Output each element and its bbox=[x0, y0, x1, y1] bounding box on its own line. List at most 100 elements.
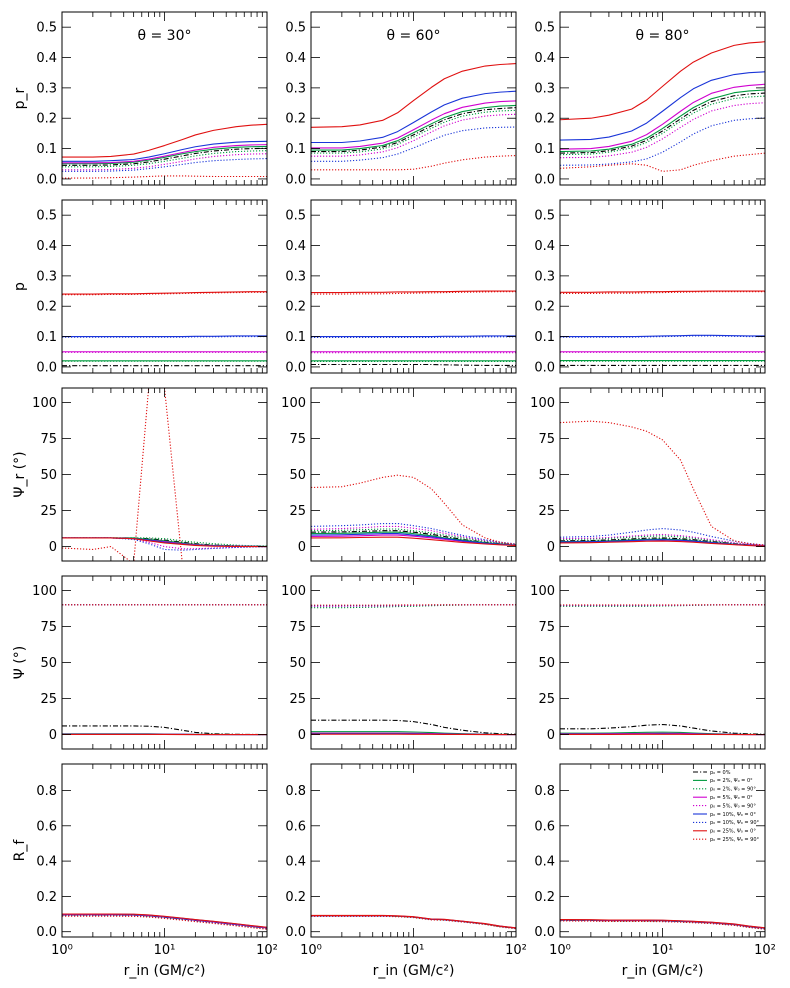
y-tick-label: 50 bbox=[40, 468, 57, 483]
x-axis-label: r_in (GM/c²) bbox=[124, 963, 206, 979]
y-tick-label: 0.2 bbox=[36, 112, 57, 127]
y-tick-label: 0.0 bbox=[285, 360, 306, 375]
series-line-p0-5-0-90 bbox=[560, 102, 765, 159]
y-tick-label: 0.2 bbox=[36, 890, 57, 905]
series-line-p0-5-0-90 bbox=[62, 153, 267, 171]
axes-frame bbox=[310, 575, 517, 750]
y-tick-label: 0.2 bbox=[36, 300, 57, 315]
y-axis-label: Ψ_r (°) bbox=[12, 451, 28, 497]
y-tick-label: 0.0 bbox=[285, 172, 306, 187]
series-line-p0-10-0-90 bbox=[311, 522, 516, 545]
x-tick-label: 10² bbox=[754, 943, 776, 958]
series-line-p0-10-0-90 bbox=[62, 915, 267, 930]
y-tick-label: 100 bbox=[530, 584, 555, 599]
y-tick-label: 0.5 bbox=[534, 21, 555, 36]
y-tick-label: 100 bbox=[281, 584, 306, 599]
y-tick-label: 0.5 bbox=[285, 21, 306, 36]
series-line-p0-10-0-90 bbox=[62, 158, 267, 172]
legend-label: p₀ = 10%, Ψ₀ = 90° bbox=[710, 820, 760, 826]
y-tick-label: 0.1 bbox=[36, 142, 57, 157]
y-tick-label: 25 bbox=[289, 692, 306, 707]
series-line-p0-5-0-90 bbox=[311, 525, 516, 545]
series-line-p0-25-0-0 bbox=[311, 63, 516, 128]
series-line-p0-5-0-90 bbox=[560, 533, 765, 546]
series-group bbox=[311, 290, 516, 366]
series-line-p0-25-0-0 bbox=[560, 918, 765, 929]
series-line-p0-0 bbox=[560, 92, 765, 154]
panel-r4-c2: 0.0 0.2 0.4 0.6 0.8 10⁰ 10¹ 10² r_in (GM/c²) p₀ =… bbox=[534, 763, 776, 979]
y-tick-label: 100 bbox=[281, 396, 306, 411]
series-line-p0-0 bbox=[311, 719, 516, 735]
series-group bbox=[62, 388, 267, 561]
legend-label: p₀ = 2%, Ψ₀ = 90° bbox=[710, 787, 756, 793]
y-tick-label: 25 bbox=[40, 504, 57, 519]
x-tick-label: 10² bbox=[505, 943, 527, 958]
y-tick-label: 0.6 bbox=[36, 819, 57, 834]
y-tick-label: 0.2 bbox=[534, 300, 555, 315]
y-axis-label: Ψ (°) bbox=[12, 646, 28, 679]
series-line-p0-10-0-0 bbox=[62, 335, 267, 338]
legend-label: p₀ = 25%, Ψ₀ = 90° bbox=[710, 837, 760, 843]
y-tick-label: 0.4 bbox=[36, 51, 57, 66]
y-tick-label: 0.5 bbox=[534, 209, 555, 224]
y-tick-label: 0.2 bbox=[534, 890, 555, 905]
y-axis-label: R_f bbox=[12, 839, 28, 862]
series-group bbox=[311, 604, 516, 736]
legend-label: p₀ = 5%, Ψ₀ = 0° bbox=[710, 795, 753, 801]
y-tick-label: 100 bbox=[530, 396, 555, 411]
series-group bbox=[311, 914, 516, 930]
series-line-p0-25-0-90 bbox=[62, 915, 267, 930]
series-line-p0-25-0-90 bbox=[62, 175, 267, 179]
axes-frame bbox=[559, 199, 766, 374]
y-tick-label: 50 bbox=[289, 656, 306, 671]
panel-r3-c0: 0 25 50 75 100 bbox=[32, 575, 268, 750]
series-line-p0-2-0-90 bbox=[311, 604, 516, 609]
series-line-p0-25-0-0 bbox=[62, 291, 267, 295]
series-line-p0-25-0-90 bbox=[62, 291, 267, 296]
series-line-p0-25-0-90 bbox=[311, 915, 516, 930]
axes-frame bbox=[61, 199, 268, 374]
series-line-p0-2-0-0 bbox=[560, 89, 765, 153]
y-axis-label: p bbox=[12, 282, 28, 291]
y-tick-label: 25 bbox=[40, 692, 57, 707]
y-tick-label: 0.1 bbox=[534, 330, 555, 345]
series-group bbox=[560, 918, 765, 930]
series-line-p0-25-0-90 bbox=[311, 291, 516, 295]
y-tick-label: 0.0 bbox=[36, 925, 57, 940]
series-line-p0-0 bbox=[62, 147, 267, 166]
panel-r0-c0: 0.0 0.1 0.2 0.3 0.4 0.5 θ = 30° bbox=[36, 11, 268, 187]
y-tick-label: 0.4 bbox=[285, 855, 306, 870]
series-line-p0-10-0-90 bbox=[560, 528, 765, 546]
series-group bbox=[560, 604, 765, 736]
axes-frame bbox=[61, 575, 268, 750]
series-line-p0-10-0-90 bbox=[311, 336, 516, 339]
series-line-p0-2-0-90 bbox=[311, 109, 516, 154]
series-line-p0-2-0-0 bbox=[62, 145, 267, 165]
y-tick-label: 0.8 bbox=[285, 784, 306, 799]
y-tick-label: 75 bbox=[538, 620, 555, 635]
series-line-p0-10-0-90 bbox=[62, 336, 267, 338]
y-tick-label: 0 bbox=[49, 728, 57, 743]
y-tick-label: 75 bbox=[538, 432, 555, 447]
series-line-p0-10-0-0 bbox=[311, 335, 516, 338]
y-tick-label: 0.5 bbox=[285, 209, 306, 224]
y-tick-label: 0.8 bbox=[534, 784, 555, 799]
x-tick-label: 10¹ bbox=[652, 943, 674, 958]
y-tick-label: 0.1 bbox=[285, 142, 306, 157]
y-tick-label: 25 bbox=[538, 692, 555, 707]
y-tick-label: 0.1 bbox=[285, 330, 306, 345]
series-line-p0-25-0-0 bbox=[560, 290, 765, 293]
panel-r1-c0: 0.0 0.1 0.2 0.3 0.4 0.5 bbox=[36, 199, 268, 375]
y-tick-label: 50 bbox=[538, 656, 555, 671]
y-tick-label: 0.4 bbox=[534, 51, 555, 66]
y-tick-label: 0.4 bbox=[534, 855, 555, 870]
y-tick-label: 0.2 bbox=[285, 300, 306, 315]
y-axis-label: p_r bbox=[12, 87, 28, 109]
series-line-p0-25-0-0 bbox=[560, 540, 765, 547]
axes-frame bbox=[61, 387, 268, 562]
series-line-p0-10-0-0 bbox=[311, 533, 516, 546]
series-line-p0-0 bbox=[311, 363, 516, 366]
series-line-p0-5-0-90 bbox=[62, 914, 267, 930]
y-tick-label: 0.4 bbox=[285, 51, 306, 66]
series-line-p0-2-0-0 bbox=[311, 104, 516, 151]
